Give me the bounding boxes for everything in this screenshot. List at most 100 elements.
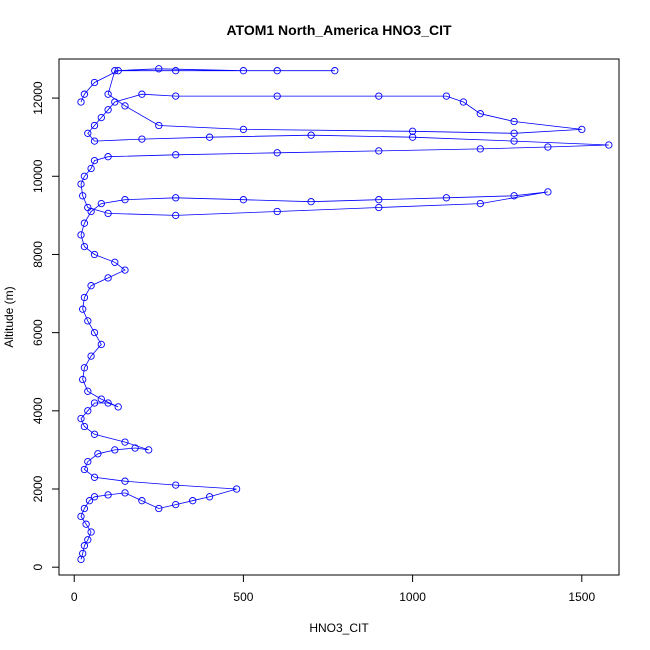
data-point xyxy=(80,504,89,513)
chart-title: ATOM1 North_America HNO3_CIT xyxy=(226,22,452,38)
data-point xyxy=(459,98,468,106)
data-point xyxy=(239,67,248,75)
data-point xyxy=(239,196,248,204)
x-axis-label: HNO3_CIT xyxy=(309,621,369,635)
data-point xyxy=(510,117,518,126)
data-point xyxy=(80,465,89,474)
data-point xyxy=(307,131,315,139)
data-point xyxy=(172,92,180,100)
data-point xyxy=(97,199,105,208)
data-point xyxy=(80,293,89,302)
x-tick-label: 500 xyxy=(233,590,253,604)
data-point xyxy=(84,536,92,544)
y-tick-label: 8000 xyxy=(31,241,45,268)
data-point xyxy=(80,542,89,550)
data-point xyxy=(104,153,112,161)
data-point xyxy=(172,481,180,489)
data-point xyxy=(80,364,89,372)
data-point xyxy=(273,207,281,216)
data-point xyxy=(77,512,85,521)
data-point xyxy=(90,121,99,130)
data-point xyxy=(90,399,99,407)
y-axis-label: Altitude (m) xyxy=(2,286,16,347)
data-point xyxy=(138,497,146,505)
data-point xyxy=(131,444,139,452)
data-point xyxy=(155,65,163,73)
data-point xyxy=(375,196,383,204)
data-point xyxy=(104,491,112,499)
data-point xyxy=(189,497,197,505)
data-point xyxy=(145,446,153,454)
data-point xyxy=(605,141,613,149)
data-point xyxy=(80,242,89,251)
data-point xyxy=(85,497,94,505)
series-line xyxy=(80,68,609,560)
data-point xyxy=(79,549,87,558)
data-point xyxy=(111,98,119,106)
x-tick-label: 1500 xyxy=(568,590,595,604)
y-tick-label: 12000 xyxy=(31,81,45,115)
data-point xyxy=(90,493,99,501)
data-point xyxy=(476,145,484,153)
data-point xyxy=(121,489,129,497)
data-point xyxy=(79,375,87,384)
data-point xyxy=(205,133,214,141)
data-point xyxy=(80,422,89,431)
data-point xyxy=(375,147,383,155)
data-point xyxy=(172,67,180,75)
data-point xyxy=(375,203,383,212)
data-point xyxy=(77,98,85,106)
data-point xyxy=(97,340,105,349)
data-point xyxy=(84,317,92,325)
data-point xyxy=(172,211,180,220)
data-point xyxy=(121,266,129,274)
data-point xyxy=(578,125,586,134)
data-point xyxy=(375,92,383,100)
data-point xyxy=(84,203,92,212)
data-point xyxy=(121,102,129,110)
data-point xyxy=(90,473,99,481)
data-point xyxy=(544,188,552,196)
x-axis: 0 500 1000 1500 xyxy=(71,574,595,604)
data-point xyxy=(77,180,85,188)
data-point xyxy=(80,219,89,227)
data-point xyxy=(273,67,281,75)
data-point xyxy=(90,78,99,87)
data-point xyxy=(114,67,122,75)
data-point xyxy=(172,500,180,509)
y-tick-label: 6000 xyxy=(31,319,45,346)
data-point xyxy=(111,258,119,266)
data-point xyxy=(172,151,180,159)
data-point xyxy=(273,149,281,157)
data-point xyxy=(138,135,146,143)
data-point xyxy=(79,305,87,313)
y-tick-label: 10000 xyxy=(31,159,45,193)
data-point xyxy=(155,504,163,513)
y-tick-label: 4000 xyxy=(31,397,45,424)
data-point xyxy=(104,90,112,98)
data-point xyxy=(84,407,92,415)
data-point xyxy=(90,250,99,259)
data-point xyxy=(442,92,451,100)
data-series xyxy=(77,65,613,564)
data-point xyxy=(331,67,339,75)
data-point xyxy=(82,520,90,528)
data-point xyxy=(114,403,122,411)
data-point xyxy=(408,127,417,135)
data-point xyxy=(121,196,129,204)
data-point xyxy=(87,352,95,360)
data-point xyxy=(239,125,248,134)
data-point xyxy=(80,90,89,98)
data-point xyxy=(104,106,112,114)
data-point xyxy=(87,528,95,536)
y-axis: 0 2000 4000 6000 8000 10000 12000 xyxy=(31,81,60,571)
y-tick-label: 2000 xyxy=(31,475,45,502)
data-point xyxy=(77,414,85,423)
data-point xyxy=(97,113,105,122)
data-point xyxy=(476,110,484,118)
data-point xyxy=(121,477,129,485)
data-point xyxy=(172,194,180,202)
data-point xyxy=(232,485,241,493)
data-point xyxy=(90,328,99,337)
data-point xyxy=(476,199,484,208)
